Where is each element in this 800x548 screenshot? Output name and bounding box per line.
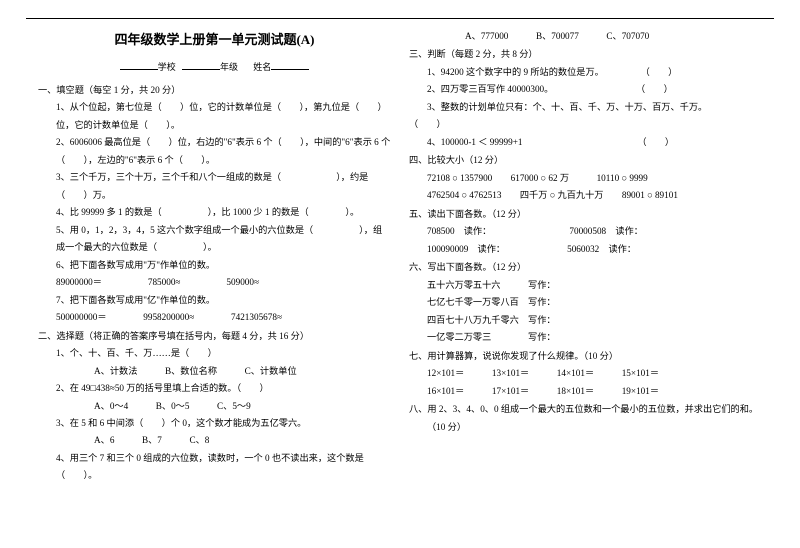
s3-q1: 1、94200 这个数字中的 9 所站的数位是万。 （ ） [409, 64, 762, 81]
s6-r4: 一亿零二万零三 写作： [409, 329, 762, 346]
s3-q2: 2、四万零三百写作 40000300。 （ ） [409, 81, 762, 98]
grade-label: 年级 [220, 62, 238, 72]
school-label: 学校 [158, 62, 176, 72]
s2-heading: 二、选择题（将正确的答案序号填在括号内，每题 4 分，共 16 分） [38, 328, 391, 345]
s1-q4: 4、比 99999 多 1 的数是（ ），比 1000 少 1 的数是（ ）。 [38, 204, 391, 221]
s2-q3-opts: A、6 B、7 C、8 [38, 432, 391, 449]
s7-r1: 12×101＝ 13×101＝ 14×101＝ 15×101＝ [409, 365, 762, 382]
exam-title: 四年级数学上册第一单元测试题(A) [38, 28, 391, 53]
s8-heading: 八、用 2、3、4、0、0 组成一个最大的五位数和一个最小的五位数，并求出它们的… [409, 401, 762, 418]
s4-r2: 4762504 ○ 4762513 四千万 ○ 九百九十万 89001 ○ 89… [409, 187, 762, 204]
s6-r1: 五十六万零五十六 写作： [409, 277, 762, 294]
page-top-rule [26, 18, 774, 19]
s2-q1-opts: A、计数法 B、数位名称 C、计数单位 [38, 363, 391, 380]
school-blank [120, 60, 158, 70]
s1-q2: 2、6006006 最高位是（ ）位，右边的"6"表示 6 个（ ），中间的"6… [38, 134, 391, 169]
s7-r2: 16×101＝ 17×101＝ 18×101＝ 19×101＝ [409, 383, 762, 400]
s1-q6a: 89000000＝ 785000≈ 509000≈ [38, 274, 391, 291]
s5-heading: 五、读出下面各数。（12 分） [409, 206, 762, 223]
s6-heading: 六、写出下面各数。（12 分） [409, 259, 762, 276]
s6-r3: 四百七十八万九千零六 写作： [409, 312, 762, 329]
left-column: 四年级数学上册第一单元测试题(A) 学校 年级 姓名 一、填空题（每空 1 分，… [38, 28, 391, 485]
meta-line: 学校 年级 姓名 [38, 59, 391, 76]
s1-q7: 7、把下面各数写成用"亿"作单位的数。 [38, 292, 391, 309]
s2-q1: 1、个、十、百、千、万……是（ ） [38, 345, 391, 362]
s3-q4: 4、100000-1 ＜ 99999+1 （ ） [409, 134, 762, 151]
name-blank [271, 60, 309, 70]
s7-heading: 七、用计算器算，说说你发现了什么规律。（10 分） [409, 348, 762, 365]
s4-heading: 四、比较大小（12 分） [409, 152, 762, 169]
s4-r1: 72108 ○ 1357900 617000 ○ 62 万 10110 ○ 99… [409, 170, 762, 187]
s3-q3: 3、整数的计划单位只有：个、十、百、千、万、十万、百万、千万。 [409, 99, 762, 116]
s2-q3: 3、在 5 和 6 中间添（ ）个 0，这个数才能成为五亿零六。 [38, 415, 391, 432]
s1-q1: 1、从个位起，第七位是（ ）位，它的计数单位是（ ），第九位是（ ）位，它的计数… [38, 99, 391, 134]
s5-r1: 708500 读作： 70000508 读作： [409, 223, 762, 240]
s1-q7a: 500000000＝ 9958200000≈ 7421305678≈ [38, 309, 391, 326]
s6-r2: 七亿七千零一万零八百 写作： [409, 294, 762, 311]
right-column: A、777000 B、700077 C、707070 三、判断（每题 2 分，共… [409, 28, 762, 485]
name-label: 姓名 [253, 62, 271, 72]
page-content: 四年级数学上册第一单元测试题(A) 学校 年级 姓名 一、填空题（每空 1 分，… [38, 28, 762, 485]
s2-q2: 2、在 49□438≈50 万的括号里填上合适的数。（ ） [38, 380, 391, 397]
s5-r2: 100090009 读作： 5060032 读作： [409, 241, 762, 258]
grade-blank [182, 60, 220, 70]
s1-q6: 6、把下面各数写成用"万"作单位的数。 [38, 257, 391, 274]
s3-heading: 三、判断（每题 2 分，共 8 分） [409, 46, 762, 63]
s1-heading: 一、填空题（每空 1 分，共 20 分） [38, 82, 391, 99]
s1-q3: 3、三个千万，三个十万，三个千和八个一组成的数是（ ），约是（ ）万。 [38, 169, 391, 204]
s3-q3p: （ ） [409, 116, 762, 133]
s2-q4-opts: A、777000 B、700077 C、707070 [409, 28, 762, 45]
s8-r1: （10 分） [409, 419, 762, 436]
s2-q4: 4、用三个 7 和三个 0 组成的六位数，读数时，一个 0 也不读出来，这个数是… [38, 450, 391, 485]
s2-q2-opts: A、0～4 B、0～5 C、5～9 [38, 398, 391, 415]
s1-q5: 5、用 0，1，2，3，4，5 这六个数字组成一个最小的六位数是（ ），组成一个… [38, 222, 391, 257]
